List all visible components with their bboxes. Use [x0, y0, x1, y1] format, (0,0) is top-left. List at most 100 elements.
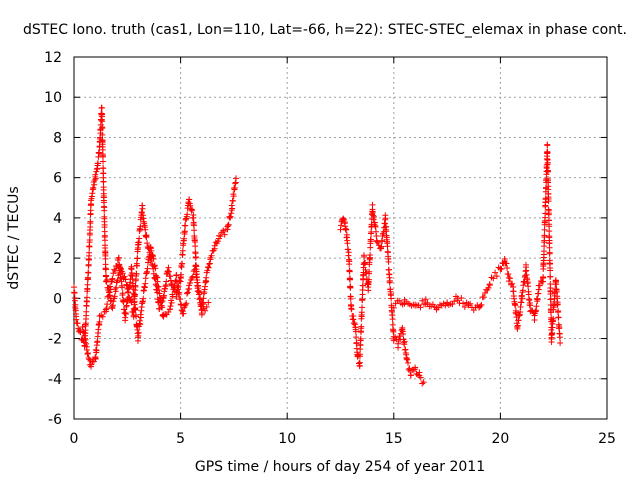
data-point	[407, 372, 414, 379]
data-point	[93, 168, 100, 175]
data-point	[139, 205, 146, 212]
data-point	[86, 249, 93, 256]
data-point	[115, 254, 122, 261]
data-point	[424, 299, 431, 306]
data-point	[132, 306, 139, 313]
y-tick-label: 4	[53, 211, 62, 227]
data-point	[122, 311, 129, 318]
data-point	[343, 231, 350, 238]
data-point	[102, 255, 109, 262]
data-point	[98, 312, 105, 319]
data-point	[190, 268, 197, 275]
data-point	[467, 300, 474, 307]
data-point	[419, 380, 426, 387]
data-point	[519, 295, 526, 302]
data-point	[404, 356, 411, 363]
data-point	[189, 206, 196, 213]
data-point	[362, 259, 369, 266]
data-point	[191, 227, 198, 234]
data-point	[99, 118, 106, 125]
data-point	[131, 295, 138, 302]
data-point	[168, 299, 175, 306]
x-axis-label: GPS time / hours of day 254 of year 2011	[195, 459, 485, 475]
data-point	[176, 289, 183, 296]
data-point	[187, 202, 194, 209]
data-point	[142, 226, 149, 233]
data-point	[136, 235, 143, 242]
data-point	[509, 280, 516, 287]
data-point	[351, 321, 358, 328]
data-point	[194, 277, 201, 284]
data-point	[353, 339, 360, 346]
data-point	[458, 294, 465, 301]
data-point	[91, 177, 98, 184]
data-point	[101, 207, 108, 214]
data-point	[82, 336, 89, 343]
data-point	[113, 284, 120, 291]
data-point	[416, 369, 423, 376]
data-point	[104, 276, 111, 283]
data-point	[386, 277, 393, 284]
data-point	[351, 319, 358, 326]
data-point	[134, 244, 141, 251]
chart-title: dSTEC Iono. truth (cas1, Lon=110, Lat=-6…	[23, 22, 627, 38]
data-point	[91, 181, 98, 188]
data-point	[96, 149, 103, 156]
data-point	[540, 273, 547, 280]
data-point	[541, 248, 548, 255]
data-point	[541, 226, 548, 233]
data-point	[367, 252, 374, 259]
data-point	[100, 165, 107, 172]
data-point	[556, 334, 563, 341]
data-point	[371, 213, 378, 220]
data-point	[482, 289, 489, 296]
data-point	[191, 266, 198, 273]
data-point	[190, 211, 197, 218]
data-point	[417, 304, 424, 311]
data-point	[177, 295, 184, 302]
data-point	[544, 159, 551, 166]
data-point	[384, 243, 391, 250]
data-point	[152, 265, 159, 272]
data-point	[80, 328, 87, 335]
data-point	[85, 275, 92, 282]
plot-frame	[73, 56, 608, 420]
data-point	[412, 364, 419, 371]
data-point	[226, 215, 233, 222]
data-point	[390, 304, 397, 311]
data-point	[493, 273, 500, 280]
data-point	[179, 247, 186, 254]
data-point	[74, 320, 81, 327]
data-point	[99, 125, 106, 132]
data-point	[87, 207, 94, 214]
data-point	[490, 275, 497, 282]
data-point	[192, 254, 199, 261]
y-axis-label: dSTEC / TECUs	[6, 186, 22, 289]
data-point	[548, 338, 555, 345]
data-point	[344, 240, 351, 247]
data-point	[101, 237, 108, 244]
data-point	[181, 302, 188, 309]
data-point	[451, 298, 458, 305]
data-point	[109, 276, 116, 283]
data-points	[71, 104, 564, 387]
data-point	[550, 315, 557, 322]
data-point	[83, 343, 90, 350]
data-point	[337, 226, 344, 233]
data-point	[205, 263, 212, 270]
x-tick-label: 5	[176, 431, 185, 447]
data-point	[183, 300, 190, 307]
data-point	[422, 296, 429, 303]
data-point	[343, 226, 350, 233]
data-point	[144, 265, 151, 272]
data-point	[217, 233, 224, 240]
data-point	[504, 264, 511, 271]
data-point	[547, 267, 554, 274]
data-point	[207, 256, 214, 263]
data-point	[400, 330, 407, 337]
data-point	[87, 218, 94, 225]
data-point	[182, 301, 189, 308]
data-point	[549, 324, 556, 331]
data-point	[96, 313, 103, 320]
y-tick-label: -4	[48, 372, 62, 388]
